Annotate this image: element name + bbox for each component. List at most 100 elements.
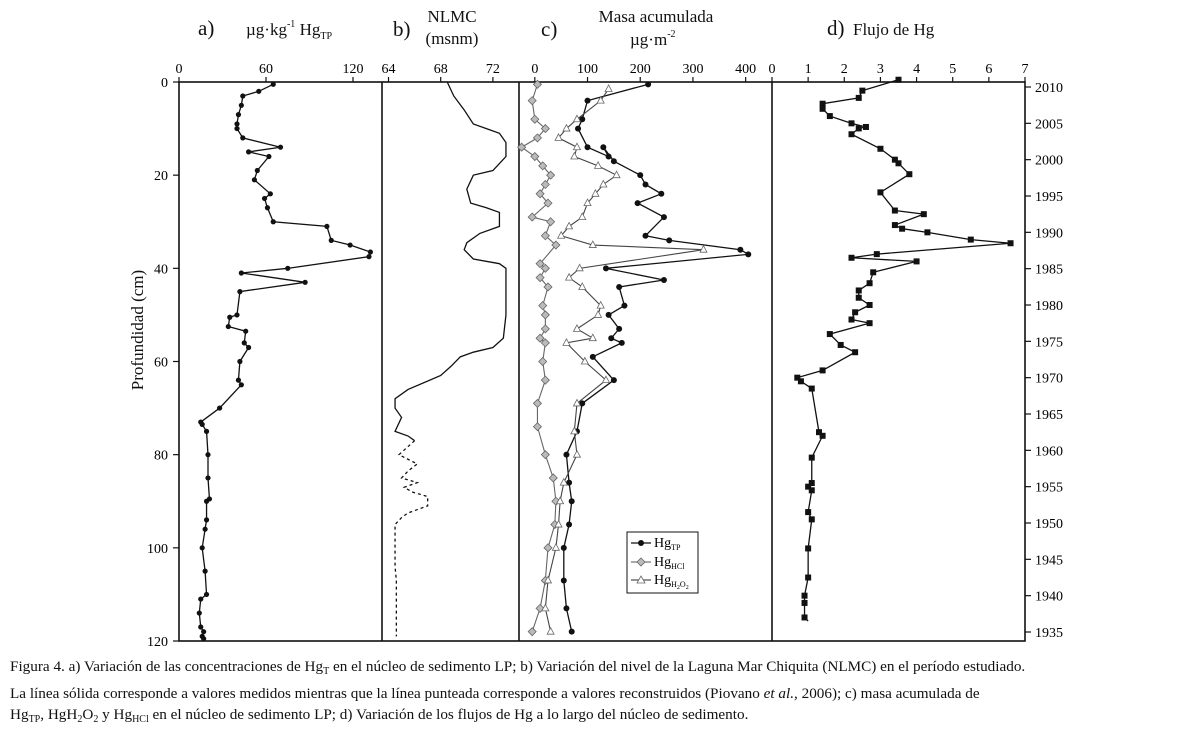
legend-label-hcl: HgHCl [654,555,685,571]
point-a-24 [302,279,308,285]
point-a-44 [202,526,208,532]
point-c-h2o2-28 [570,426,579,435]
point-c-h2o2-13 [564,221,574,230]
point-d-24 [913,258,920,265]
point-c-h2o2-34 [543,575,553,584]
point-c-h2o2-7 [593,161,603,169]
x-tick-label-d-6: 6 [985,62,992,77]
year-tick-label-2000: 2000 [1035,154,1063,169]
y-tick-label-120: 120 [147,635,168,650]
point-d-31 [848,316,855,323]
point-a-48 [198,596,204,602]
point-c-tp-23 [608,335,615,342]
y-axis-label: Profundidad (cm) [128,270,147,390]
point-a-6 [234,125,240,132]
point-c-tp-11 [634,200,641,207]
panel-d-letter: d) [827,16,845,40]
point-d-19 [924,229,931,236]
point-d-29 [866,302,873,308]
point-c-h2o2-12 [578,212,587,220]
point-c-tp-14 [666,237,673,244]
point-a-45 [199,545,205,551]
point-d-34 [837,341,844,348]
point-d-30 [852,309,859,316]
point-a-30 [241,340,247,346]
y-tick-label-80: 80 [154,449,168,464]
point-a-11 [254,167,260,174]
point-c-h2o2-22 [572,324,582,332]
point-d-14 [877,189,884,196]
point-a-51 [201,629,207,635]
point-a-7 [240,135,246,141]
point-d-20 [967,236,974,243]
point-d-12 [895,160,902,167]
point-c-hcl-7 [538,161,548,171]
point-c-hcl-36 [527,627,537,637]
point-c-h2o2-6 [570,151,579,160]
legend-label-h2o2: HgH2O2 [654,573,689,591]
point-c-tp-27 [579,400,586,407]
point-a-8 [277,144,284,150]
line-d-hg [796,79,1011,622]
point-c-tp-19 [616,283,623,290]
point-d-47 [808,516,815,523]
point-a-1 [256,88,262,94]
point-c-tp-15 [737,246,744,253]
point-c-hcl-5 [517,142,527,152]
point-c-tp-18 [660,276,667,283]
point-c-tp-8 [637,172,644,179]
point-c-hcl-17 [540,263,550,273]
year-tick-label-1955: 1955 [1035,481,1063,496]
point-c-h2o2-9 [599,179,608,188]
point-a-35 [217,405,223,411]
x-tick-label-c-100: 100 [577,62,598,77]
year-tick-label-1990: 1990 [1035,226,1063,241]
point-c-h2o2-35 [541,603,550,612]
y-tick-label-100: 100 [147,542,168,557]
legend-marker-h2o2 [636,575,646,584]
point-c-h2o2-4 [554,133,563,141]
point-a-29 [243,328,249,334]
x-tick-label-d-1: 1 [805,62,812,77]
point-c-h2o2-33 [551,542,561,551]
figure-canvas: a) µg·kg-1 HgTP b) NLMC (msnm) c) Masa a… [128,7,1063,650]
year-tick-label-1940: 1940 [1035,590,1063,605]
point-c-hcl-26 [540,375,550,385]
point-d-52 [801,614,808,621]
point-d-39 [808,385,815,392]
panel-b-label-line1: NLMC [427,7,476,26]
point-c-tp-30 [566,479,573,486]
point-a-50 [198,624,204,630]
point-a-12 [251,177,257,183]
x-tick-label-a-60: 60 [259,62,273,77]
point-a-39 [205,452,211,458]
point-a-2 [240,93,246,99]
point-c-hcl-4 [532,133,543,143]
point-c-tp-25 [589,353,596,360]
point-c-h2o2-30 [559,477,568,486]
year-tick-label-1945: 1945 [1035,553,1063,568]
point-a-38 [203,428,210,434]
point-c-hcl-28 [532,422,543,432]
point-c-tp-13 [642,232,649,239]
point-c-tp-33 [560,544,567,551]
point-a-43 [203,517,210,523]
point-d-4 [819,105,826,112]
point-a-9 [246,149,252,155]
point-d-7 [862,123,869,130]
point-c-h2o2-36 [546,626,555,635]
point-d-6 [848,120,855,127]
point-d-32 [866,320,873,327]
year-tick-label-1985: 1985 [1035,263,1063,278]
point-d-3 [819,100,826,107]
point-d-48 [805,545,812,552]
point-a-37 [199,421,205,427]
point-c-tp-1 [584,97,591,104]
panel-c-label-line1: Masa acumulada [599,7,714,26]
point-c-hcl-35 [535,603,545,613]
point-d-1 [859,87,866,94]
caption-line-3: HgTP, HgH2O2 y HgHCl en el núcleo de sed… [10,706,749,725]
point-a-27 [227,314,233,320]
point-c-hcl-22 [540,324,550,334]
point-d-25 [870,269,877,276]
